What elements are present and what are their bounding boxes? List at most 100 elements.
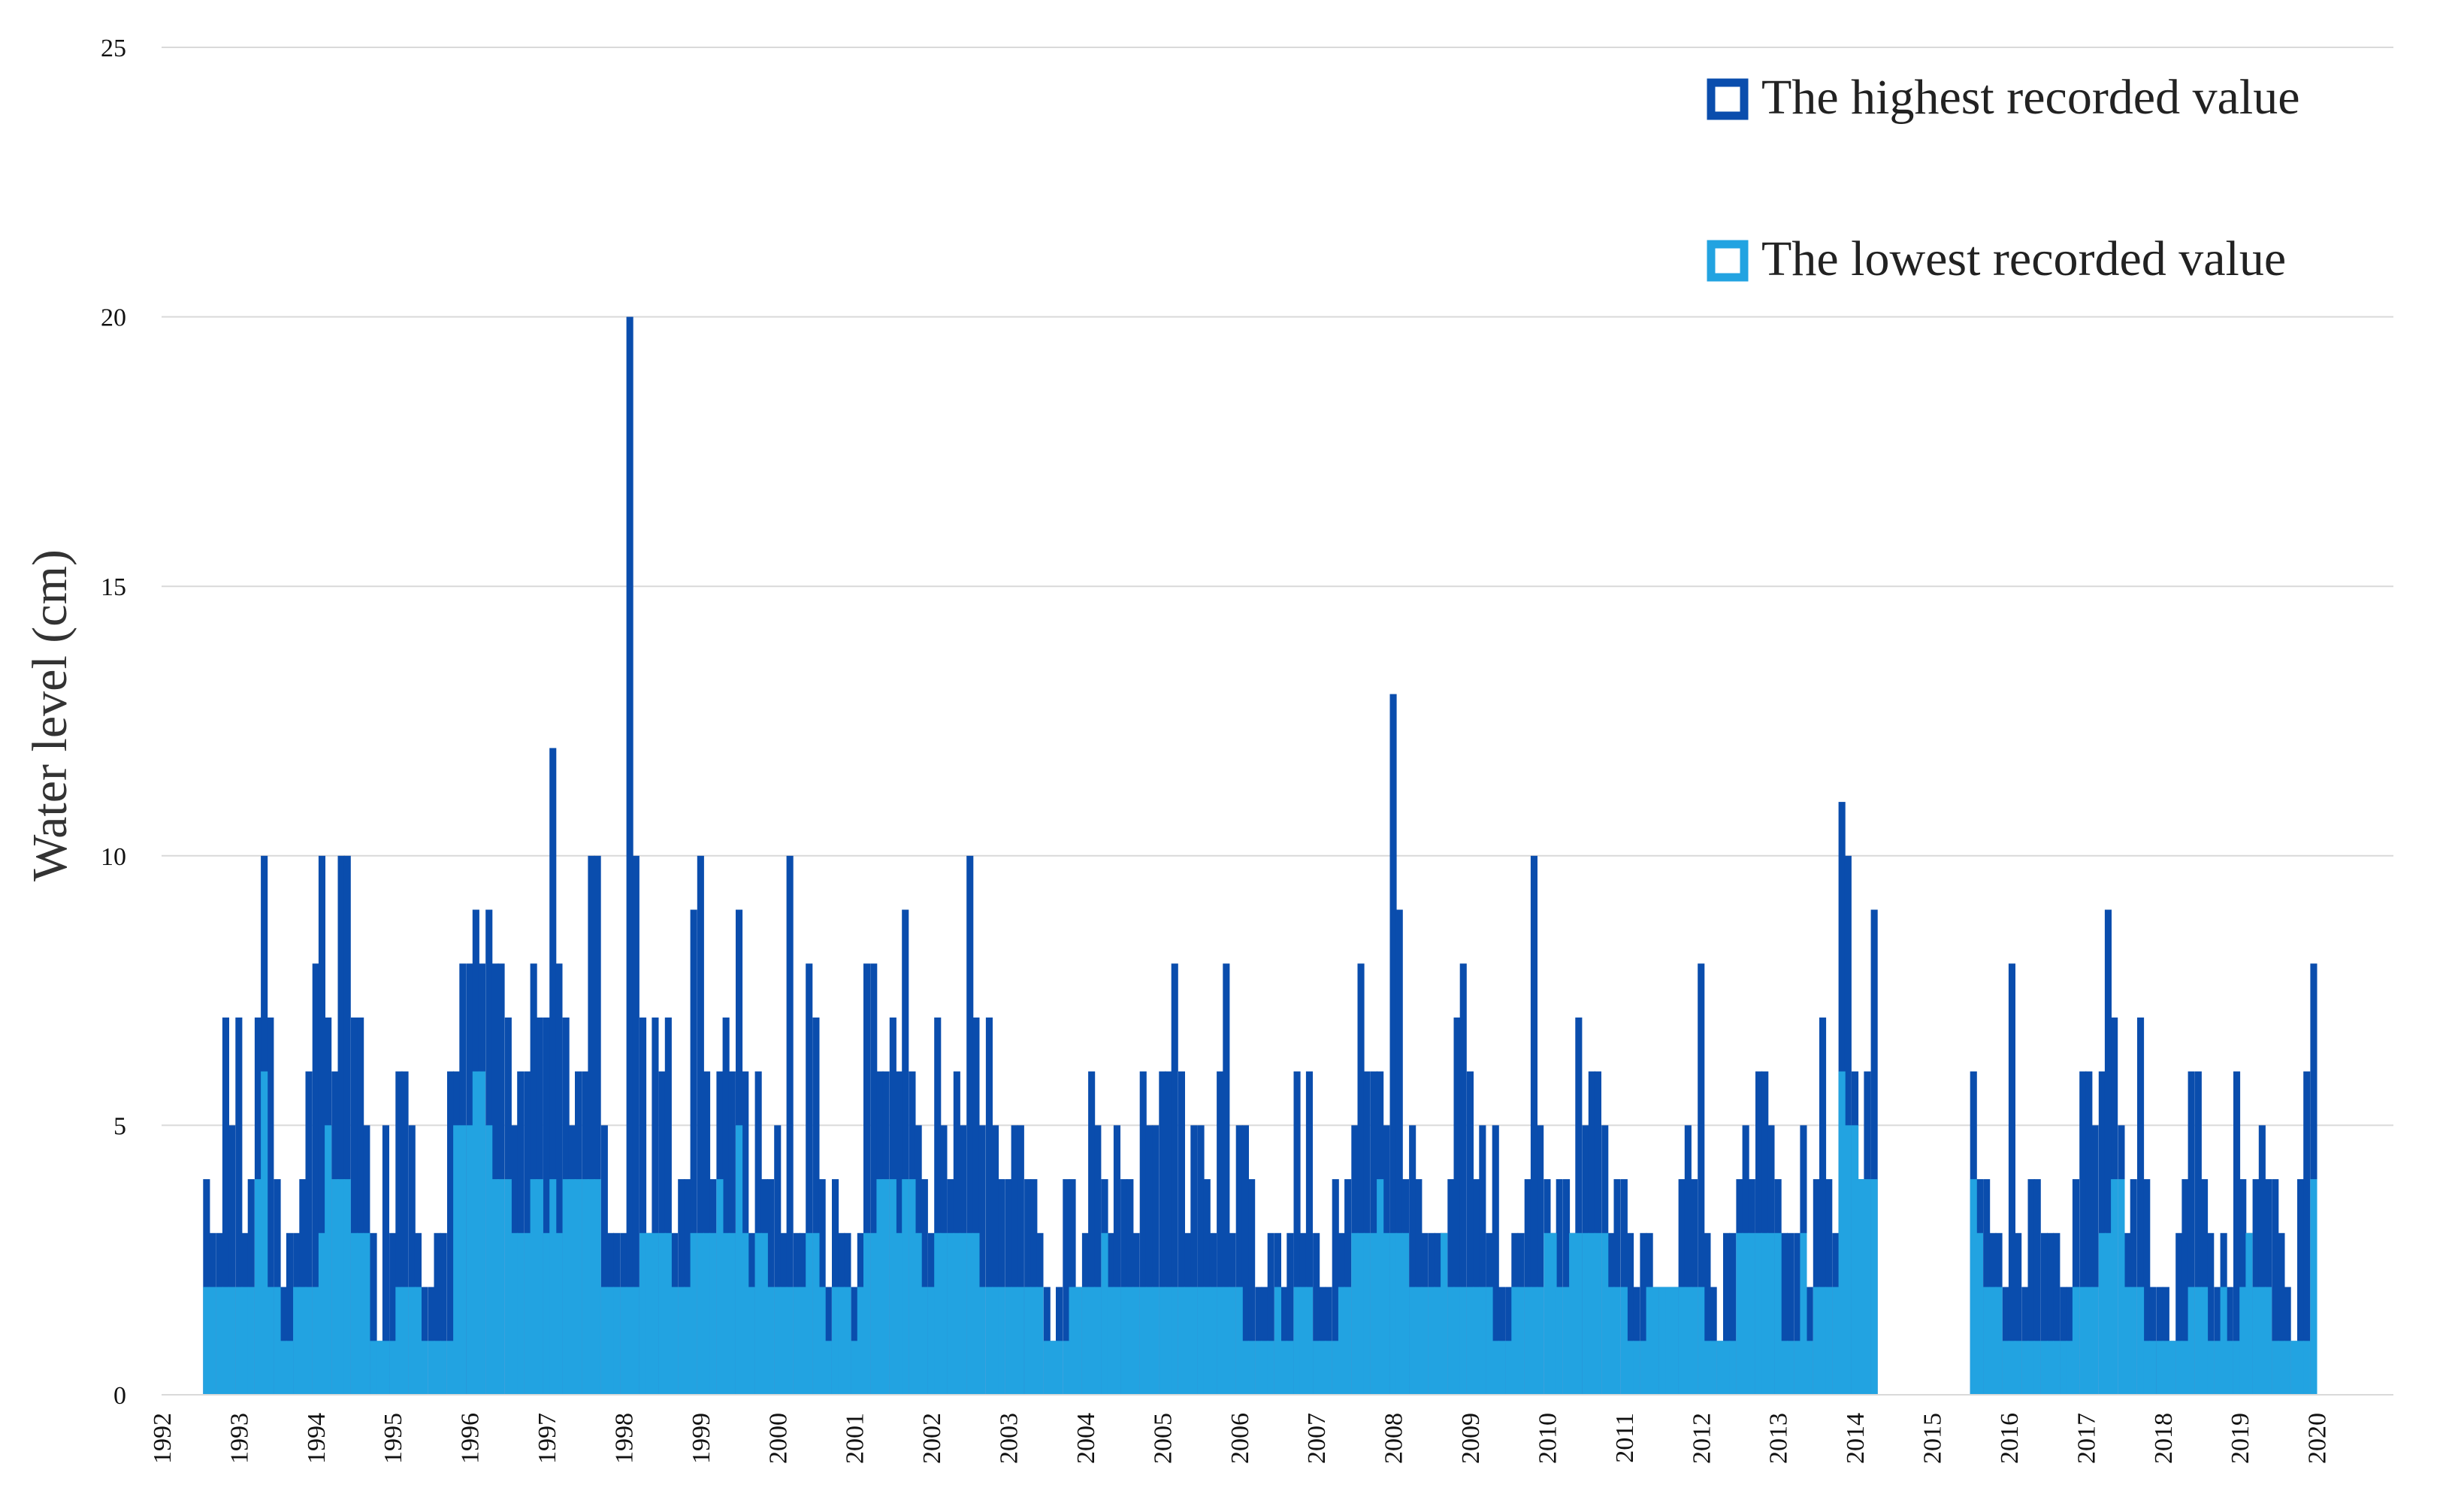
lowest-bar xyxy=(2111,1179,2118,1395)
lowest-bar xyxy=(2053,1341,2061,1395)
lowest-bar xyxy=(1813,1287,1820,1395)
lowest-bar xyxy=(1248,1341,1256,1395)
lowest-bar xyxy=(414,1287,422,1395)
lowest-bar xyxy=(517,1232,525,1395)
highest-bar xyxy=(1171,963,1178,1395)
lowest-bar xyxy=(2181,1341,2189,1395)
lowest-bar xyxy=(1858,1179,1865,1395)
highest-bar xyxy=(1024,1179,1032,1395)
lowest-bar xyxy=(2175,1341,2183,1395)
highest-bar xyxy=(697,855,704,1395)
lowest-bar xyxy=(453,1125,461,1395)
highest-bar xyxy=(447,1071,455,1395)
lowest-bar xyxy=(401,1287,409,1395)
x-tick-label: 2008 xyxy=(1380,1413,1408,1464)
lowest-bar xyxy=(1716,1341,1724,1395)
lowest-bar xyxy=(485,1125,493,1395)
lowest-bar xyxy=(1800,1232,1807,1395)
highest-bar xyxy=(1267,1232,1274,1395)
legend-highest-label: The highest recorded value xyxy=(1761,70,2300,125)
highest-bar xyxy=(1389,694,1397,1395)
lowest-bar xyxy=(1691,1287,1698,1395)
lowest-bar xyxy=(568,1179,576,1395)
lowest-bar xyxy=(600,1287,608,1395)
highest-bar xyxy=(286,1232,293,1395)
lowest-bar xyxy=(1344,1287,1352,1395)
highest-bar xyxy=(1069,1179,1076,1395)
lowest-bar xyxy=(2091,1287,2099,1395)
highest-bar xyxy=(2297,1179,2305,1395)
x-tick-label: 2011 xyxy=(1611,1413,1639,1463)
lowest-bar xyxy=(1550,1232,1557,1395)
lowest-bar xyxy=(466,1125,473,1395)
lowest-bar xyxy=(549,1179,557,1395)
lowest-bar xyxy=(2098,1232,2106,1395)
lowest-bar xyxy=(389,1341,397,1395)
lowest-bar xyxy=(1607,1287,1615,1395)
lowest-bar xyxy=(497,1179,505,1395)
highest-bar xyxy=(2252,1179,2260,1395)
lowest-bar xyxy=(690,1232,697,1395)
x-tick-label: 1997 xyxy=(534,1413,561,1464)
lowest-bar xyxy=(1794,1341,1801,1395)
lowest-bar xyxy=(1563,1287,1571,1395)
highest-bar xyxy=(1787,1232,1794,1395)
highest-bar xyxy=(2239,1179,2247,1395)
lowest-bar xyxy=(1492,1341,1499,1395)
lowest-bar xyxy=(1633,1341,1640,1395)
highest-bar xyxy=(1017,1125,1024,1395)
lowest-bar xyxy=(1459,1287,1467,1395)
highest-bar xyxy=(318,855,325,1395)
highest-bar xyxy=(1825,1179,1833,1395)
lowest-bar xyxy=(312,1287,319,1395)
highest-bar xyxy=(1780,1232,1788,1395)
lowest-bar xyxy=(1825,1287,1833,1395)
highest-bar xyxy=(555,963,563,1395)
lowest-bar xyxy=(1736,1232,1743,1395)
highest-bar xyxy=(203,1179,210,1395)
lowest-bar xyxy=(1017,1287,1024,1395)
lowest-bar xyxy=(1659,1287,1667,1395)
lowest-bar xyxy=(1976,1232,1983,1395)
lowest-bar xyxy=(760,1232,768,1395)
lowest-bar xyxy=(889,1179,896,1395)
lowest-bar xyxy=(1479,1287,1486,1395)
lowest-bar xyxy=(1363,1232,1371,1395)
highest-bar xyxy=(921,1179,928,1395)
y-axis-title: Water level (cm) xyxy=(23,549,77,881)
highest-bar xyxy=(2104,909,2112,1395)
lowest-bar xyxy=(1190,1287,1198,1395)
highest-bar xyxy=(2143,1179,2151,1395)
lowest-bar xyxy=(1113,1287,1120,1395)
lowest-bar xyxy=(940,1232,948,1395)
lowest-bar xyxy=(447,1341,455,1395)
highest-bar xyxy=(934,1018,942,1395)
lowest-bar xyxy=(716,1179,724,1395)
lowest-bar xyxy=(434,1341,441,1395)
lowest-bar xyxy=(1024,1287,1032,1395)
highest-bar xyxy=(267,1018,274,1395)
lowest-bar xyxy=(1640,1341,1647,1395)
lowest-bar xyxy=(2066,1341,2073,1395)
highest-bar xyxy=(1152,1125,1160,1395)
highest-bar xyxy=(2272,1179,2279,1395)
lowest-bar xyxy=(1556,1287,1563,1395)
highest-bar xyxy=(2258,1125,2266,1395)
lowest-bar xyxy=(1864,1179,1871,1395)
lowest-bar xyxy=(921,1287,928,1395)
lowest-bar xyxy=(261,1071,268,1395)
highest-bar xyxy=(1556,1179,1563,1395)
highest-bar xyxy=(1684,1125,1692,1395)
highest-bar xyxy=(1819,1018,1827,1395)
x-tick-label: 2002 xyxy=(918,1413,946,1464)
x-tick-label: 2003 xyxy=(996,1413,1023,1464)
x-tick-label: 2004 xyxy=(1072,1413,1100,1464)
highest-bar xyxy=(722,1018,730,1395)
lowest-bar xyxy=(504,1179,512,1395)
highest-bar xyxy=(337,855,345,1395)
legend-lowest-swatch xyxy=(1707,240,1749,282)
lowest-bar xyxy=(1646,1287,1653,1395)
y-tick-label: 5 xyxy=(113,1112,126,1140)
lowest-bar xyxy=(2002,1341,2009,1395)
highest-bar xyxy=(2015,1232,2022,1395)
